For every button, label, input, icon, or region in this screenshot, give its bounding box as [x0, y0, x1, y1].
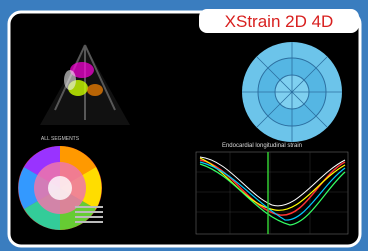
screenshot: ALL SEGMENTS Endocardial longitudinal st… — [0, 0, 368, 251]
badge-title: XStrain 2D 4D — [225, 12, 334, 31]
page: ALL SEGMENTS Endocardial longitudinal st… — [0, 0, 368, 251]
segments-label: ALL SEGMENTS — [41, 136, 80, 142]
graph-title: Endocardial longitudinal strain — [222, 143, 302, 149]
bullseye — [242, 42, 342, 142]
